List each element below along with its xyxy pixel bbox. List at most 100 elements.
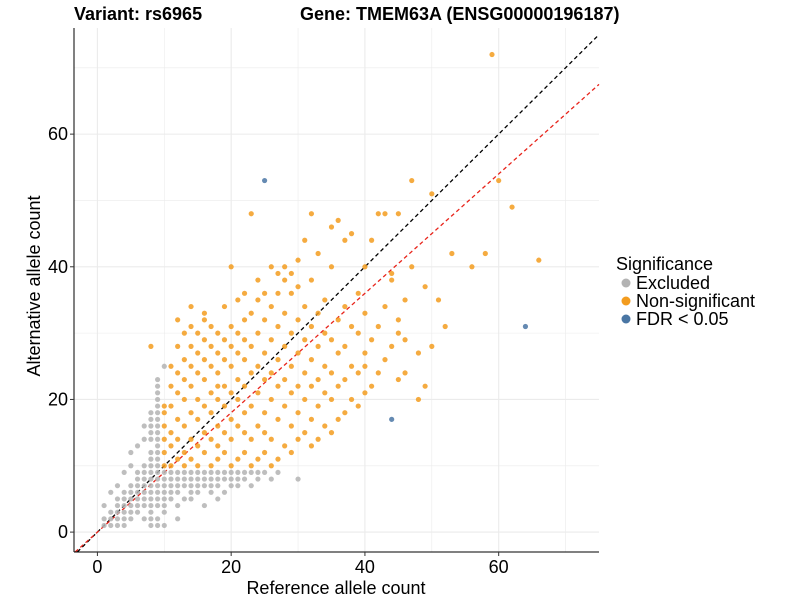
point-non-significant <box>275 456 281 462</box>
point-non-significant <box>369 237 375 243</box>
point-non-significant <box>308 277 315 283</box>
point-excluded <box>161 489 167 495</box>
point-excluded <box>154 522 161 529</box>
point-excluded <box>215 469 221 476</box>
point-excluded <box>188 469 194 476</box>
point-excluded <box>188 496 194 502</box>
point-non-significant <box>496 177 502 184</box>
point-excluded <box>188 483 194 489</box>
point-non-significant <box>355 290 361 296</box>
point-non-significant <box>268 337 274 343</box>
point-non-significant <box>402 337 408 343</box>
point-non-significant <box>241 290 248 296</box>
point-excluded <box>128 516 134 522</box>
point-excluded <box>175 489 181 495</box>
point-non-significant <box>188 436 194 442</box>
point-excluded <box>154 483 161 489</box>
point-non-significant <box>308 443 315 449</box>
point-excluded <box>154 489 161 495</box>
point-non-significant <box>168 363 174 369</box>
point-excluded <box>148 463 154 469</box>
point-excluded <box>201 476 208 482</box>
point-excluded <box>154 463 161 469</box>
point-non-significant <box>208 363 214 369</box>
point-non-significant <box>369 337 375 343</box>
point-excluded <box>195 469 201 476</box>
point-excluded <box>161 476 167 482</box>
point-non-significant <box>288 449 294 456</box>
point-excluded <box>141 516 147 522</box>
x-tick-label: 60 <box>489 557 509 577</box>
point-non-significant <box>449 250 455 257</box>
point-non-significant <box>302 237 308 243</box>
point-excluded <box>114 509 121 515</box>
point-non-significant <box>288 363 294 369</box>
point-non-significant <box>208 410 214 416</box>
point-excluded <box>148 509 154 515</box>
point-non-significant <box>201 449 208 456</box>
point-excluded <box>201 502 208 509</box>
point-non-significant <box>208 343 214 349</box>
point-excluded <box>168 483 174 489</box>
point-non-significant <box>302 430 308 436</box>
point-non-significant <box>262 430 268 436</box>
axes: 0 20 40 60 0 20 40 60 <box>48 28 599 577</box>
point-non-significant <box>308 323 315 330</box>
point-excluded <box>141 423 147 429</box>
point-excluded <box>175 483 181 489</box>
point-excluded <box>121 469 127 476</box>
point-excluded <box>175 516 181 522</box>
point-non-significant <box>322 390 328 396</box>
y-tick-label: 40 <box>48 257 68 277</box>
point-excluded <box>154 410 161 416</box>
point-non-significant <box>275 416 281 422</box>
point-non-significant <box>188 363 194 369</box>
point-excluded <box>101 502 107 509</box>
point-non-significant <box>248 436 254 442</box>
point-non-significant <box>315 250 321 257</box>
point-non-significant <box>161 436 167 442</box>
point-excluded <box>134 509 141 515</box>
point-excluded <box>168 489 174 495</box>
point-excluded <box>114 522 121 529</box>
point-excluded <box>108 522 114 529</box>
point-excluded <box>255 476 261 482</box>
y-tick-label: 20 <box>48 389 68 409</box>
point-non-significant <box>402 370 408 376</box>
point-excluded <box>154 443 161 449</box>
point-non-significant <box>348 396 355 403</box>
point-excluded <box>154 383 161 389</box>
data-points <box>101 51 542 529</box>
point-excluded <box>148 416 154 422</box>
point-excluded <box>148 430 154 436</box>
point-excluded <box>148 502 154 509</box>
point-excluded <box>141 483 147 489</box>
point-non-significant <box>215 350 221 356</box>
point-excluded <box>148 423 154 429</box>
point-non-significant <box>469 264 475 270</box>
point-non-significant <box>369 383 375 389</box>
point-excluded <box>161 496 167 502</box>
point-non-significant <box>489 51 495 58</box>
point-non-significant <box>215 423 221 429</box>
point-excluded <box>188 476 194 482</box>
point-excluded <box>101 516 107 522</box>
point-excluded <box>121 489 127 495</box>
point-excluded <box>248 469 254 476</box>
point-fdr-0-05 <box>262 177 268 184</box>
point-excluded <box>268 476 274 482</box>
point-non-significant <box>228 323 234 330</box>
point-excluded <box>108 489 114 495</box>
point-excluded <box>128 449 134 456</box>
point-non-significant <box>315 343 321 349</box>
point-non-significant <box>181 396 187 403</box>
point-non-significant <box>295 410 301 416</box>
point-excluded <box>114 483 121 489</box>
point-non-significant <box>208 436 214 442</box>
point-non-significant <box>221 383 228 389</box>
point-non-significant <box>201 376 208 383</box>
point-excluded <box>161 483 167 489</box>
point-non-significant <box>389 270 395 277</box>
point-excluded <box>114 502 121 509</box>
legend-label: Non-significant <box>636 291 755 311</box>
